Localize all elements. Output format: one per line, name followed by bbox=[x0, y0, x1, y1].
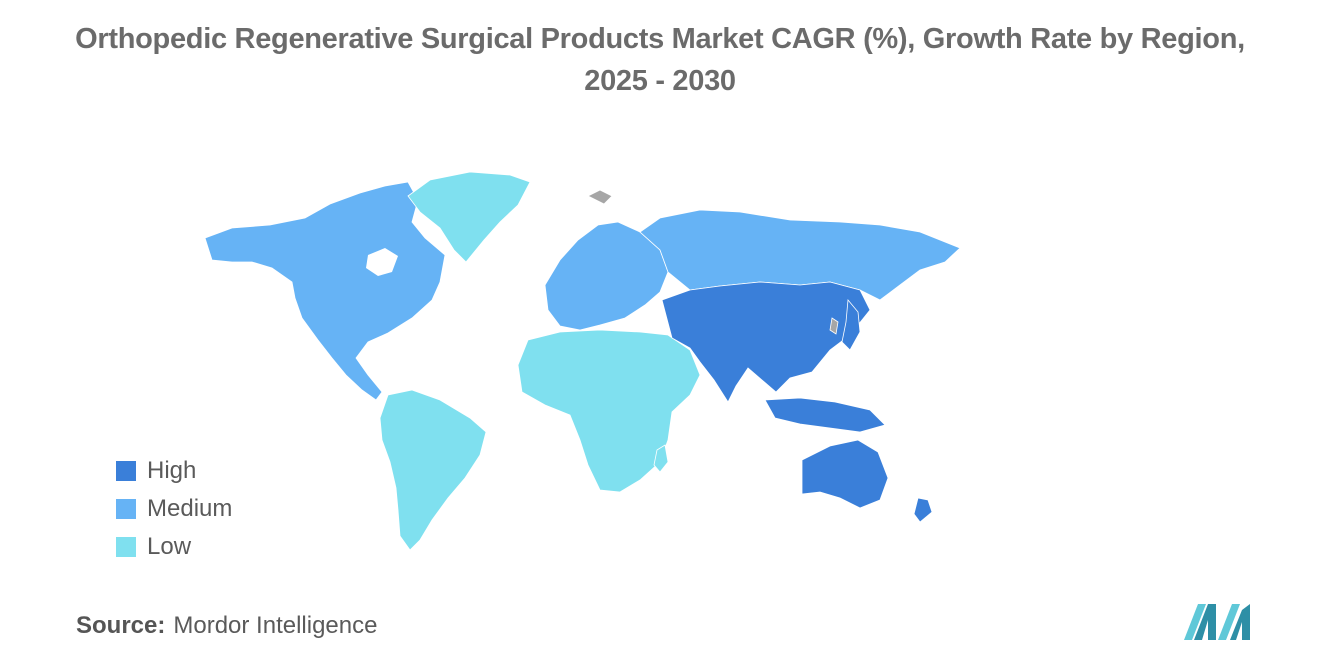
region-australia bbox=[801, 439, 889, 509]
legend-item-high: High bbox=[116, 452, 232, 490]
legend-item-medium: Medium bbox=[116, 490, 232, 528]
mordor-logo-icon bbox=[1184, 604, 1250, 640]
region-japan bbox=[841, 299, 861, 351]
legend-label-low: Low bbox=[147, 533, 192, 560]
region-asia-pacific bbox=[661, 281, 871, 403]
legend-item-low: Low bbox=[116, 528, 232, 566]
source-note: Source: Mordor Intelligence bbox=[76, 612, 377, 640]
chart-title-line1: Orthopedic Regenerative Surgical Product… bbox=[75, 23, 1245, 55]
legend-label-medium: Medium bbox=[147, 495, 233, 522]
region-north-america bbox=[204, 181, 446, 401]
region-southeast-asia bbox=[764, 397, 886, 433]
chart-title-line2: 2025 - 2030 bbox=[584, 65, 736, 97]
region-madagascar bbox=[653, 444, 669, 473]
legend-swatch-high bbox=[116, 461, 136, 481]
region-svalbard bbox=[587, 189, 613, 205]
region-middle-east-africa bbox=[517, 329, 701, 493]
legend-swatch-low bbox=[116, 537, 136, 557]
legend-label-high: High bbox=[147, 457, 197, 484]
region-greenland bbox=[407, 171, 531, 263]
chart-title: Orthopedic Regenerative Surgical Product… bbox=[0, 18, 1320, 102]
source-value: Mordor Intelligence bbox=[173, 612, 378, 639]
region-south-america bbox=[379, 389, 487, 551]
legend: High Medium Low bbox=[116, 452, 232, 566]
region-korea bbox=[829, 317, 839, 335]
region-new-zealand bbox=[913, 497, 933, 523]
region-europe bbox=[544, 221, 669, 331]
region-north-america-hudson bbox=[366, 248, 398, 276]
source-label: Source: bbox=[76, 612, 166, 639]
legend-swatch-medium bbox=[116, 499, 136, 519]
